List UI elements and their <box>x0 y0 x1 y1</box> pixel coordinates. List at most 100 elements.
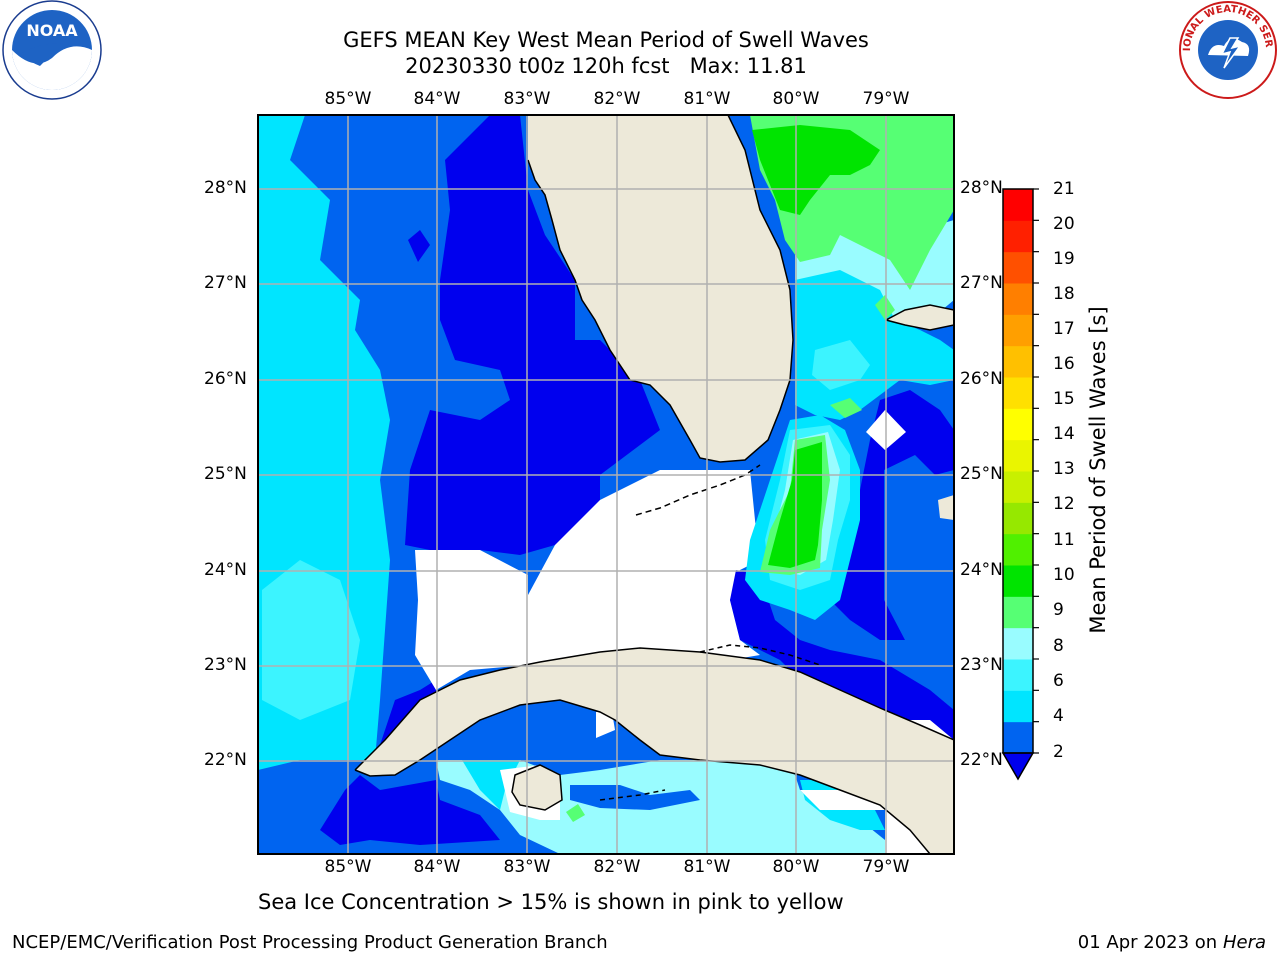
noaa-logo: NOAA <box>0 0 106 100</box>
lon-label-top: 81°W <box>683 89 731 109</box>
colorbar-segment <box>1003 596 1033 629</box>
lat-label-right: 25°N <box>960 464 1003 484</box>
colorbar-segment <box>1003 565 1033 597</box>
colorbar-tick-label: 21 <box>1053 179 1075 199</box>
field-11-12s-northeast <box>752 125 880 215</box>
colorbar-segment <box>1003 314 1033 347</box>
colorbar-segment <box>1003 502 1033 535</box>
bahamas-coastline <box>885 304 954 331</box>
colorbar-segment <box>1003 220 1033 253</box>
cuba-cays <box>599 644 821 801</box>
map-frame <box>257 114 955 855</box>
colorbar-segment <box>1003 627 1033 660</box>
isle-of-youth-coastline <box>511 764 563 811</box>
colorbar-tick-label: 17 <box>1053 319 1075 339</box>
colorbar-segment <box>1003 721 1033 754</box>
colorbar-tick-label: 11 <box>1053 530 1075 550</box>
lat-label-left: 26°N <box>204 369 247 389</box>
lat-label-left: 25°N <box>204 464 247 484</box>
colorbar-title: Mean Period of Swell Waves [s] <box>1086 306 1110 634</box>
colorbar-segment <box>1003 533 1033 566</box>
lon-label-top: 85°W <box>324 89 372 109</box>
florida-land <box>528 115 793 462</box>
field-2-4s-west <box>405 115 660 555</box>
field-nodata-gulf <box>415 470 760 690</box>
colorbar-tick-label: 8 <box>1053 636 1064 656</box>
colorbar-segment <box>1003 345 1033 378</box>
colorbar-extend-arrow <box>1001 752 1035 781</box>
cuba-coastline <box>354 647 954 854</box>
field-2-4s-patch <box>408 230 430 262</box>
bahamas-land2 <box>938 495 954 520</box>
field-10-11s-spot <box>875 295 895 320</box>
field-8-9s-west <box>262 560 360 720</box>
field-11-12s-east <box>768 442 822 568</box>
lat-label-left: 24°N <box>204 560 247 580</box>
footer-machine: Hera <box>1222 932 1266 953</box>
isle-of-youth-land <box>512 765 562 810</box>
colorbar-tick-label: 12 <box>1053 494 1075 514</box>
colorbar-segment <box>1003 439 1033 472</box>
colorbar-segment <box>1003 659 1033 691</box>
colorbar-tick-label: 16 <box>1053 354 1075 374</box>
lat-label-left: 28°N <box>204 178 247 198</box>
colorbar-segment <box>1003 690 1033 723</box>
lat-label-right: 26°N <box>960 369 1003 389</box>
colorbar-tick-label: 15 <box>1053 389 1075 409</box>
colorbar <box>1001 188 1039 781</box>
lat-label-left: 27°N <box>204 273 247 293</box>
lon-label-top: 79°W <box>862 89 910 109</box>
nws-logo: NATIONAL WEATHER SERVICE <box>1174 0 1278 100</box>
lat-label-left: 22°N <box>204 750 247 770</box>
colorbar-segment <box>1003 189 1033 221</box>
swell-period-field <box>258 115 954 854</box>
lon-label-bottom: 79°W <box>862 857 910 877</box>
field-10-11s-spot2 <box>830 398 862 418</box>
lon-label-top: 83°W <box>503 89 551 109</box>
lat-label-right: 22°N <box>960 750 1003 770</box>
noaa-logo-text: NOAA <box>26 21 78 40</box>
colorbar-tick-label: 18 <box>1053 284 1075 304</box>
field-2-4s-east-upper <box>815 390 954 640</box>
field-8-9s-northeast <box>812 340 870 390</box>
map-gridlines <box>258 115 954 854</box>
lat-label-right: 24°N <box>960 560 1003 580</box>
title-line-1: GEFS MEAN Key West Mean Period of Swell … <box>343 28 869 52</box>
colorbar-tick-label: 19 <box>1053 249 1075 269</box>
lat-label-right: 23°N <box>960 655 1003 675</box>
chart-title: GEFS MEAN Key West Mean Period of Swell … <box>258 27 954 79</box>
colorbar-tick-label: 20 <box>1053 214 1075 234</box>
title-line-2: 20230330 t00z 120h fcst Max: 11.81 <box>405 54 807 78</box>
lon-label-bottom: 84°W <box>413 857 461 877</box>
colorbar-tick-label: 13 <box>1053 459 1075 479</box>
lon-label-bottom: 82°W <box>593 857 641 877</box>
footer-date: 01 Apr 2023 on Hera <box>1078 932 1266 953</box>
colorbar-tick-label: 10 <box>1053 565 1075 585</box>
field-nodata-cuba-bay <box>596 712 615 738</box>
colorbar-tick-label: 4 <box>1053 706 1064 726</box>
colorbar-tick-label: 9 <box>1053 600 1064 620</box>
florida-keys <box>635 464 761 516</box>
lat-label-right: 28°N <box>960 178 1003 198</box>
north-gulf-coast-strip <box>528 115 560 150</box>
cuba-land <box>355 648 954 854</box>
colorbar-segment <box>1003 251 1033 284</box>
florida-coastline <box>527 115 794 463</box>
colorbar-tick-label: 14 <box>1053 424 1075 444</box>
colorbar-segment <box>1003 377 1033 409</box>
footer-date-text: 01 Apr 2023 on <box>1077 932 1223 953</box>
lon-label-top: 80°W <box>772 89 820 109</box>
lat-label-right: 27°N <box>960 273 1003 293</box>
field-2-4s-sw <box>320 775 500 845</box>
lon-label-top: 84°W <box>413 89 461 109</box>
lon-label-top: 82°W <box>593 89 641 109</box>
colorbar-segment <box>1003 471 1033 503</box>
footer-credit: NCEP/EMC/Verification Post Processing Pr… <box>12 932 608 953</box>
colorbar-tick-label: 2 <box>1053 742 1064 762</box>
lon-label-bottom: 80°W <box>772 857 820 877</box>
lat-label-left: 23°N <box>204 655 247 675</box>
colorbar-segment <box>1003 408 1033 441</box>
field-4-6s-south <box>570 785 700 810</box>
field-10-11s-south <box>566 804 585 822</box>
